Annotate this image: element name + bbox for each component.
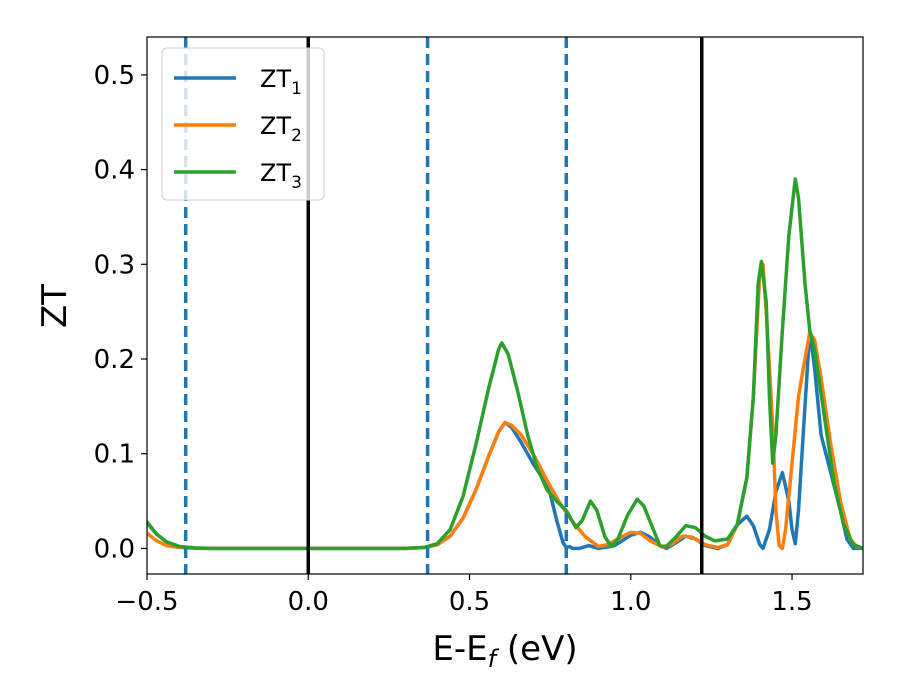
x-axis-label: E-Ef (eV) bbox=[432, 629, 577, 673]
x-tick-label: 1.0 bbox=[610, 587, 651, 617]
y-tick-label: 0.3 bbox=[94, 250, 135, 280]
y-tick-label: 0.2 bbox=[94, 345, 135, 375]
legend-box bbox=[161, 47, 325, 201]
legend-label-sub: 3 bbox=[291, 173, 302, 193]
legend-label-3: ZT3 bbox=[260, 159, 302, 193]
y-tick-label: 0.0 bbox=[94, 534, 135, 564]
x-tick-label: −0.5 bbox=[115, 587, 178, 617]
legend-label-main: ZT bbox=[260, 65, 291, 93]
x-axis-label-rest: (eV) bbox=[496, 629, 578, 669]
legend-label-sub: 2 bbox=[291, 126, 302, 146]
legend-label-1: ZT1 bbox=[260, 65, 302, 99]
x-tick-label: 0.5 bbox=[449, 587, 490, 617]
legend-label-2: ZT2 bbox=[260, 112, 302, 146]
legend-label-main: ZT bbox=[260, 112, 291, 140]
y-tick-label: 0.5 bbox=[94, 61, 135, 91]
x-tick-label: 0.0 bbox=[288, 587, 329, 617]
y-tick-label: 0.1 bbox=[94, 440, 135, 470]
y-axis-label: ZT bbox=[35, 284, 75, 328]
legend-label-main: ZT bbox=[260, 159, 291, 187]
y-tick-label: 0.4 bbox=[94, 156, 135, 186]
axes: −0.5 0.0 0.5 1.0 1.5 0.0 0.1 0.2 0.3 0.4 0.5 bbox=[94, 36, 864, 617]
x-tick-label: 1.5 bbox=[771, 587, 812, 617]
plot-frame bbox=[146, 36, 864, 575]
x-axis-label-main: E-E bbox=[432, 629, 487, 669]
series-line-3 bbox=[147, 177, 863, 551]
legend-label-sub: 1 bbox=[291, 79, 302, 99]
